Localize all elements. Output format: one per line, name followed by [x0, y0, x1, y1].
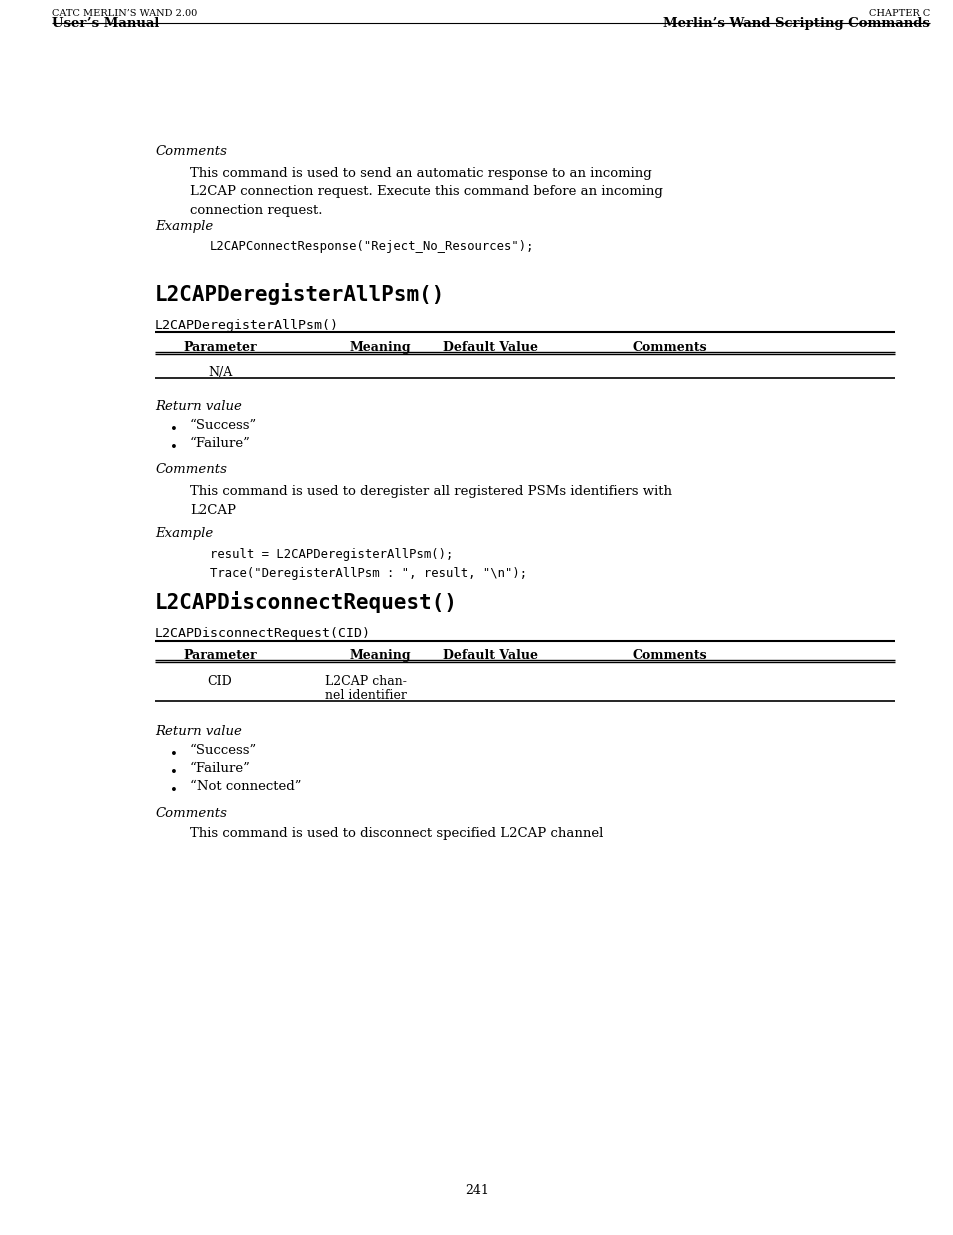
Text: nel identifier: nel identifier [325, 689, 406, 701]
Text: N/A: N/A [208, 366, 232, 379]
Text: This command is used to disconnect specified L2CAP channel: This command is used to disconnect speci… [190, 827, 602, 840]
Text: Merlin’s Wand Scripting Commands: Merlin’s Wand Scripting Commands [662, 17, 929, 30]
Text: Default Value: Default Value [442, 650, 537, 662]
Text: Comments: Comments [154, 463, 227, 475]
Text: Default Value: Default Value [442, 341, 537, 354]
Text: User’s Manual: User’s Manual [52, 17, 159, 30]
Text: L2CAP chan-: L2CAP chan- [325, 676, 406, 688]
Text: Parameter: Parameter [183, 341, 256, 354]
Text: “Success”: “Success” [190, 419, 257, 432]
Text: •: • [170, 441, 177, 454]
Text: This command is used to send an automatic response to an incoming
L2CAP connecti: This command is used to send an automati… [190, 167, 662, 217]
Text: result = L2CAPDeregisterAllPsm();
Trace("DeregisterAllPsm : ", result, "\n");: result = L2CAPDeregisterAllPsm(); Trace(… [210, 548, 527, 579]
Text: CID: CID [208, 676, 233, 688]
Text: Comments: Comments [632, 341, 706, 354]
Text: 241: 241 [464, 1184, 489, 1197]
Text: This command is used to deregister all registered PSMs identifiers with
L2CAP: This command is used to deregister all r… [190, 485, 671, 516]
Text: Comments: Comments [154, 144, 227, 158]
Text: CATC MERLIN’S WAND 2.00: CATC MERLIN’S WAND 2.00 [52, 9, 197, 19]
Text: Parameter: Parameter [183, 650, 256, 662]
Text: L2CAPConnectResponse("Reject_No_Resources");: L2CAPConnectResponse("Reject_No_Resource… [210, 240, 534, 253]
Text: •: • [170, 784, 177, 797]
Text: •: • [170, 424, 177, 436]
Text: “Failure”: “Failure” [190, 762, 251, 776]
Text: Example: Example [154, 220, 213, 233]
Text: L2CAPDeregisterAllPsm(): L2CAPDeregisterAllPsm() [154, 319, 338, 332]
Text: Comments: Comments [154, 806, 227, 820]
Text: L2CAPDisconnectRequest(CID): L2CAPDisconnectRequest(CID) [154, 627, 371, 640]
Text: “Not connected”: “Not connected” [190, 781, 301, 793]
Text: Meaning: Meaning [349, 341, 411, 354]
Text: “Failure”: “Failure” [190, 437, 251, 450]
Text: L2CAPDeregisterAllPsm(): L2CAPDeregisterAllPsm() [154, 283, 445, 305]
Text: “Success”: “Success” [190, 743, 257, 757]
Text: •: • [170, 748, 177, 761]
Text: L2CAPDisconnectRequest(): L2CAPDisconnectRequest() [154, 592, 457, 613]
Text: Comments: Comments [632, 650, 706, 662]
Text: Meaning: Meaning [349, 650, 411, 662]
Text: Return value: Return value [154, 725, 242, 739]
Text: Example: Example [154, 527, 213, 540]
Text: •: • [170, 766, 177, 779]
Text: CHAPTER C: CHAPTER C [868, 9, 929, 19]
Text: Return value: Return value [154, 400, 242, 412]
